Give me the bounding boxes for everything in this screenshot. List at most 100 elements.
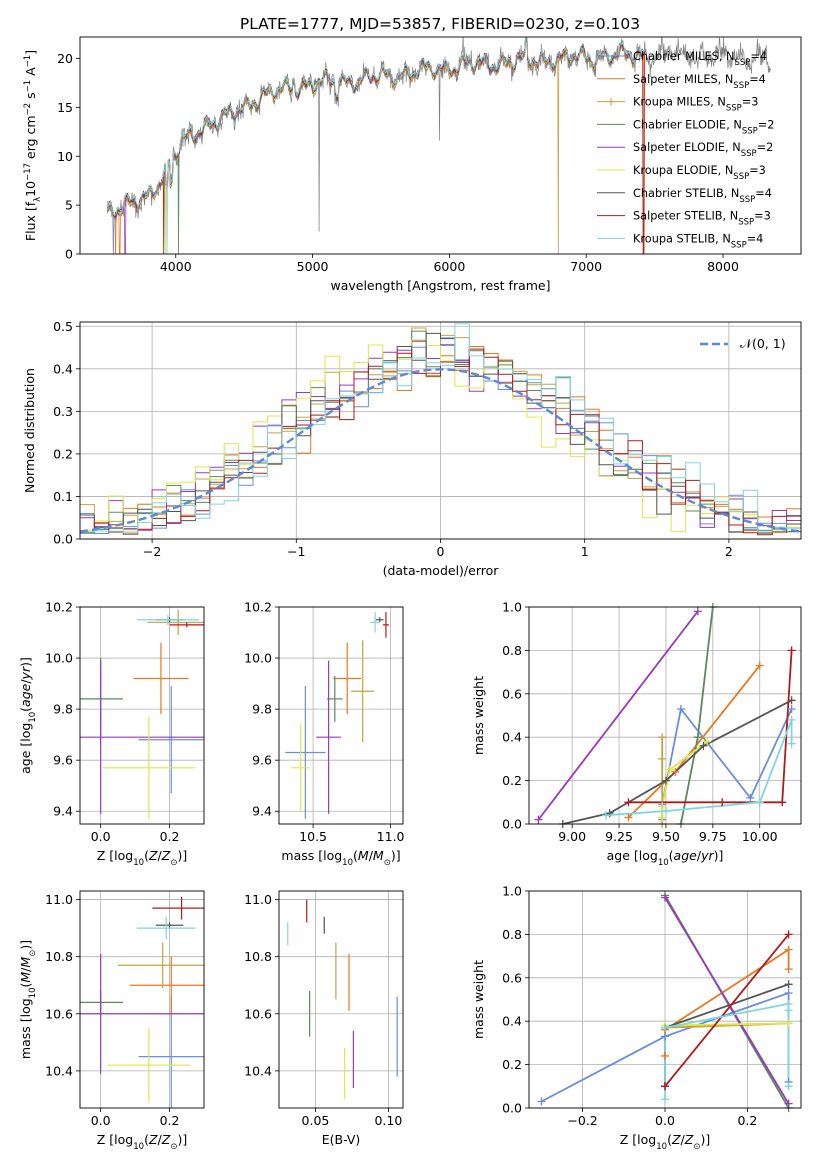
legend-label: Salpeter ELODIE, NSSP=2 <box>633 141 773 159</box>
y-tick-label: 9.8 <box>252 702 272 717</box>
y-axis-label: mass weight <box>471 960 486 1039</box>
x-tick-label: −2 <box>143 544 161 559</box>
plot-area <box>287 899 398 1100</box>
mass-weight-marker <box>661 1095 669 1104</box>
x-tick-label: 1 <box>581 544 589 559</box>
x-tick-label: 9.75 <box>699 829 727 844</box>
y-tick-label: 1.0 <box>502 600 522 615</box>
x-tick-label: 8000 <box>707 259 739 274</box>
y-axis-label: Flux [fλ10−17 erg cm−2 s−1 A−1] <box>23 50 43 241</box>
mass-weight-marker <box>784 980 793 989</box>
axes-frame <box>79 606 205 825</box>
y-tick-label: 10.4 <box>45 1063 73 1078</box>
spectrum-model-line <box>107 37 646 254</box>
legend-label: Kroupa ELODIE, NSSP=3 <box>633 164 766 182</box>
axes-frame <box>79 321 802 540</box>
plot-area <box>80 609 204 819</box>
x-tick-label: 0.10 <box>374 1113 402 1128</box>
x-axis-label: Z [log10(Z/Z⊙)] <box>97 848 187 868</box>
x-tick-label: 7000 <box>570 259 602 274</box>
spectrum-legend: Chabrier MILES, NSSP=4 Salpeter MILES, NS… <box>597 50 774 250</box>
x-tick-label: 5000 <box>297 259 329 274</box>
y-tick-label: 0.0 <box>53 532 73 547</box>
x-tick-label: 0.2 <box>160 829 180 844</box>
x-tick-label: 9.50 <box>652 829 680 844</box>
mass-weight-marker <box>784 988 793 997</box>
mass-weight-line <box>562 699 793 824</box>
mass-weight-marker <box>718 798 727 807</box>
y-tick-label: 0.4 <box>502 1014 522 1029</box>
mass-weight-marker <box>671 767 680 776</box>
spectrum-model-line <box>107 38 646 254</box>
panel-mass_vs_EBV: 0.05 0.10 10.4 10.6 10.8 11.0 E(B-V) <box>244 890 404 1147</box>
mass-weight-marker <box>661 1082 669 1091</box>
x-tick-label: 0.2 <box>737 1113 757 1128</box>
mass-weight-line <box>537 610 699 821</box>
spectrum-model-line <box>107 38 646 254</box>
mass-weight-marker <box>624 798 633 807</box>
mass-weight-marker <box>784 1099 793 1108</box>
x-axis-label: age [log10(age/yr)] <box>607 848 724 868</box>
plot-area <box>80 323 801 536</box>
y-tick-label: 10.6 <box>244 1006 272 1021</box>
y-tick-label: 0.6 <box>502 970 522 985</box>
mass-weight-marker <box>784 1082 793 1091</box>
mass-weight-line <box>664 933 790 1087</box>
mass-weight-marker <box>787 704 796 713</box>
histogram-step <box>80 339 801 534</box>
panel-residuals: −2 −1 0 1 2 0.0 0.1 0.2 0.3 0.4 0.5 (data-model)/er… <box>22 319 802 578</box>
y-tick-label: 10.2 <box>45 600 73 615</box>
y-tick-label: 15 <box>57 100 73 115</box>
y-tick-label: 10.8 <box>244 949 272 964</box>
spectrum-model-line <box>107 37 646 254</box>
axes-frame <box>79 36 802 255</box>
y-tick-label: 11.0 <box>45 892 73 907</box>
mass-weight-marker <box>658 754 667 763</box>
spectrum-model-line <box>107 37 646 254</box>
mass-weight-marker <box>755 798 764 807</box>
figure-title: PLATE=1777, MJD=53857, FIBERID=0230, z=0… <box>240 15 640 33</box>
x-axis-label: wavelength [Angstrom, rest frame] <box>330 278 550 293</box>
spectrum-data-line <box>107 37 771 232</box>
legend-label: Salpeter MILES, NSSP=4 <box>633 73 766 91</box>
y-tick-label: 10 <box>57 149 73 164</box>
legend-label: Chabrier MILES, NSSP=4 <box>633 50 767 68</box>
panel-massweight_vs_age: 9.00 9.25 9.50 9.75 10.00 0.0 0.2 0.4 0.6 0.8 1.0 m… <box>471 600 802 868</box>
mass-weight-marker <box>784 945 793 954</box>
y-tick-label: 0.2 <box>502 773 522 788</box>
y-axis-label: age [log10(age/yr)] <box>18 657 38 774</box>
y-tick-label: 9.4 <box>252 804 272 819</box>
y-axis-label: mass weight <box>471 676 486 755</box>
mass-weight-marker <box>661 1023 669 1032</box>
x-tick-label: 6000 <box>433 259 465 274</box>
y-tick-label: 0.2 <box>502 1057 522 1072</box>
x-tick-label: −1 <box>287 544 305 559</box>
axes-frame <box>528 890 802 1109</box>
mass-weight-marker <box>693 733 702 742</box>
plot-area <box>537 607 793 824</box>
x-tick-label: 0.0 <box>655 1113 675 1128</box>
y-tick-label: 9.6 <box>53 753 73 768</box>
mass-weight-marker <box>703 737 712 746</box>
spectrum-model-line <box>107 37 646 254</box>
y-tick-label: 10.0 <box>45 651 73 666</box>
panel-age_vs_Z: 0.0 0.2 9.4 9.6 9.8 10.0 10.2 Z [log10(Z/Z⊙)] ag… <box>18 600 205 868</box>
panel-age_vs_mass: 10.5 11.0 9.4 9.6 9.8 10.0 10.2 mass [log10(M/M… <box>244 600 404 869</box>
y-tick-label: 20 <box>57 51 73 66</box>
panel-mass_vs_Z: 0.0 0.2 10.4 10.6 10.8 11.0 Z [log10(Z/Z⊙)] mas… <box>18 890 205 1152</box>
x-tick-label: 10.00 <box>742 829 778 844</box>
mass-weight-marker <box>693 607 702 616</box>
mass-weight-marker <box>787 696 796 705</box>
residuals-legend: 𝒩(0, 1) <box>700 336 786 351</box>
spectrum-model-line <box>107 37 646 254</box>
x-tick-label: 0.0 <box>91 1113 111 1128</box>
legend-label: Chabrier STELIB, NSSP=4 <box>633 187 772 205</box>
mass-weight-marker <box>784 1019 793 1028</box>
y-tick-label: 10.4 <box>244 1063 272 1078</box>
spectrum-model-line <box>107 37 646 219</box>
mass-weight-marker <box>661 1051 669 1060</box>
y-tick-label: 10.0 <box>244 651 272 666</box>
plot-area <box>107 37 771 254</box>
mass-weight-marker <box>534 815 543 824</box>
x-axis-label: mass [log10(M/M⊙)] <box>281 848 400 868</box>
